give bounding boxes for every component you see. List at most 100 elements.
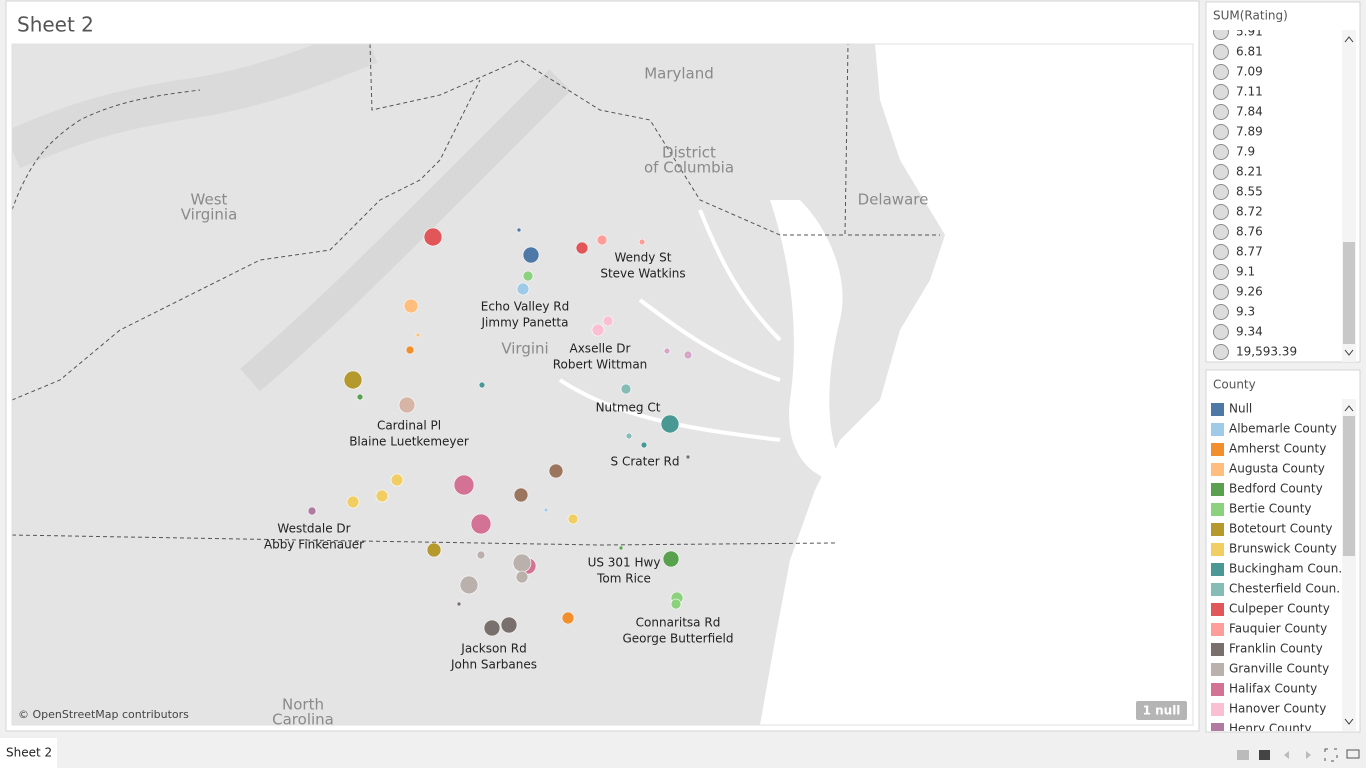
color-swatch[interactable] <box>1211 623 1224 636</box>
size-swatch[interactable] <box>1213 84 1229 100</box>
color-swatch[interactable] <box>1211 663 1224 676</box>
color-swatch[interactable] <box>1211 723 1224 736</box>
mark[interactable] <box>567 513 579 525</box>
color-legend-label[interactable]: Amherst County <box>1229 442 1326 456</box>
mark[interactable] <box>522 246 540 264</box>
size-legend-label[interactable]: 5.91 <box>1236 25 1263 39</box>
size-legend-label[interactable]: 8.76 <box>1236 225 1263 239</box>
mark[interactable] <box>685 454 691 460</box>
size-swatch[interactable] <box>1213 224 1229 240</box>
mark[interactable] <box>453 474 475 496</box>
color-legend-label[interactable]: Augusta County <box>1229 462 1325 476</box>
mark[interactable] <box>512 553 532 573</box>
mark[interactable] <box>561 611 575 625</box>
mark[interactable] <box>618 545 624 551</box>
size-swatch[interactable] <box>1213 264 1229 280</box>
size-legend-label[interactable]: 19,593.39 <box>1236 345 1297 359</box>
size-legend-label[interactable]: 7.11 <box>1236 85 1263 99</box>
size-legend-label[interactable]: 9.26 <box>1236 285 1263 299</box>
size-swatch[interactable] <box>1213 164 1229 180</box>
mark[interactable] <box>683 350 693 360</box>
size-legend-label[interactable]: 7.9 <box>1236 145 1255 159</box>
mark[interactable] <box>483 619 501 637</box>
mark[interactable] <box>575 241 589 255</box>
mark[interactable] <box>670 598 682 610</box>
size-swatch[interactable] <box>1213 104 1229 120</box>
mark[interactable] <box>478 381 486 389</box>
color-swatch[interactable] <box>1211 503 1224 516</box>
color-swatch[interactable] <box>1211 403 1224 416</box>
color-legend-label[interactable]: Hanover County <box>1229 702 1326 716</box>
color-legend-label[interactable]: Bedford County <box>1229 482 1323 496</box>
mark[interactable] <box>660 414 680 434</box>
mark[interactable] <box>662 550 680 568</box>
mark[interactable] <box>426 542 442 558</box>
scroll-down[interactable] <box>1344 349 1354 356</box>
mark[interactable] <box>375 489 389 503</box>
size-swatch[interactable] <box>1213 44 1229 60</box>
mark[interactable] <box>663 347 671 355</box>
color-swatch[interactable] <box>1211 603 1224 616</box>
color-legend-label[interactable]: Buckingham Coun.. <box>1229 562 1346 576</box>
mark[interactable] <box>625 432 633 440</box>
color-legend-label[interactable]: Albemarle County <box>1229 422 1337 436</box>
size-swatch[interactable] <box>1213 324 1229 340</box>
next-icon[interactable] <box>1306 751 1311 759</box>
size-swatch[interactable] <box>1213 25 1229 40</box>
color-legend-label[interactable]: Null <box>1229 402 1252 416</box>
color-swatch[interactable] <box>1211 583 1224 596</box>
mark[interactable] <box>638 238 646 246</box>
attribution[interactable]: © OpenStreetMap contributors <box>18 708 189 721</box>
size-legend-label[interactable]: 7.89 <box>1236 125 1263 139</box>
mark[interactable] <box>415 332 421 338</box>
color-swatch[interactable] <box>1211 483 1224 496</box>
color-legend-label[interactable]: Halifax County <box>1229 682 1317 696</box>
size-swatch[interactable] <box>1213 304 1229 320</box>
size-swatch[interactable] <box>1213 244 1229 260</box>
color-swatch[interactable] <box>1211 423 1224 436</box>
filmstrip-icon[interactable] <box>1259 750 1270 760</box>
size-legend-label[interactable]: 7.09 <box>1236 65 1263 79</box>
mark[interactable] <box>343 370 363 390</box>
size-swatch[interactable] <box>1213 344 1229 360</box>
mark[interactable] <box>456 601 462 607</box>
size-swatch[interactable] <box>1213 284 1229 300</box>
grid-icon[interactable] <box>1237 750 1249 760</box>
size-legend-label[interactable]: 8.21 <box>1236 165 1263 179</box>
mark[interactable] <box>403 298 419 314</box>
null-badge-label[interactable]: 1 null <box>1143 704 1181 718</box>
color-swatch[interactable] <box>1211 443 1224 456</box>
size-swatch[interactable] <box>1213 184 1229 200</box>
mark[interactable] <box>543 507 549 513</box>
color-swatch[interactable] <box>1211 563 1224 576</box>
size-legend-label[interactable]: 8.72 <box>1236 205 1263 219</box>
scroll-up[interactable] <box>1344 405 1354 412</box>
size-legend-label[interactable]: 9.34 <box>1236 325 1263 339</box>
size-legend-label[interactable]: 9.1 <box>1236 265 1255 279</box>
color-swatch[interactable] <box>1211 683 1224 696</box>
color-legend-label[interactable]: Fauquier County <box>1229 622 1327 636</box>
mark[interactable] <box>516 282 530 296</box>
size-legend-label[interactable]: 6.81 <box>1236 45 1263 59</box>
mark[interactable] <box>346 495 360 509</box>
size-legend-label[interactable]: 9.3 <box>1236 305 1255 319</box>
size-swatch[interactable] <box>1213 124 1229 140</box>
mark[interactable] <box>470 513 492 535</box>
color-legend-label[interactable]: Franklin County <box>1229 642 1323 656</box>
color-swatch[interactable] <box>1211 703 1224 716</box>
mark[interactable] <box>513 487 529 503</box>
color-legend-label[interactable]: Chesterfield Coun.. <box>1229 582 1344 596</box>
prev-icon[interactable] <box>1284 751 1289 759</box>
scroll-down[interactable] <box>1344 718 1354 725</box>
scroll-up[interactable] <box>1344 36 1354 43</box>
mark[interactable] <box>548 463 564 479</box>
mark[interactable] <box>356 393 364 401</box>
size-legend-label[interactable]: 7.84 <box>1236 105 1263 119</box>
color-swatch[interactable] <box>1211 523 1224 536</box>
color-legend-label[interactable]: Brunswick County <box>1229 542 1337 556</box>
mark[interactable] <box>602 315 614 327</box>
size-swatch[interactable] <box>1213 204 1229 220</box>
sheet-tab[interactable] <box>0 738 57 768</box>
mark[interactable] <box>522 270 534 282</box>
scroll-thumb[interactable] <box>1343 416 1355 556</box>
